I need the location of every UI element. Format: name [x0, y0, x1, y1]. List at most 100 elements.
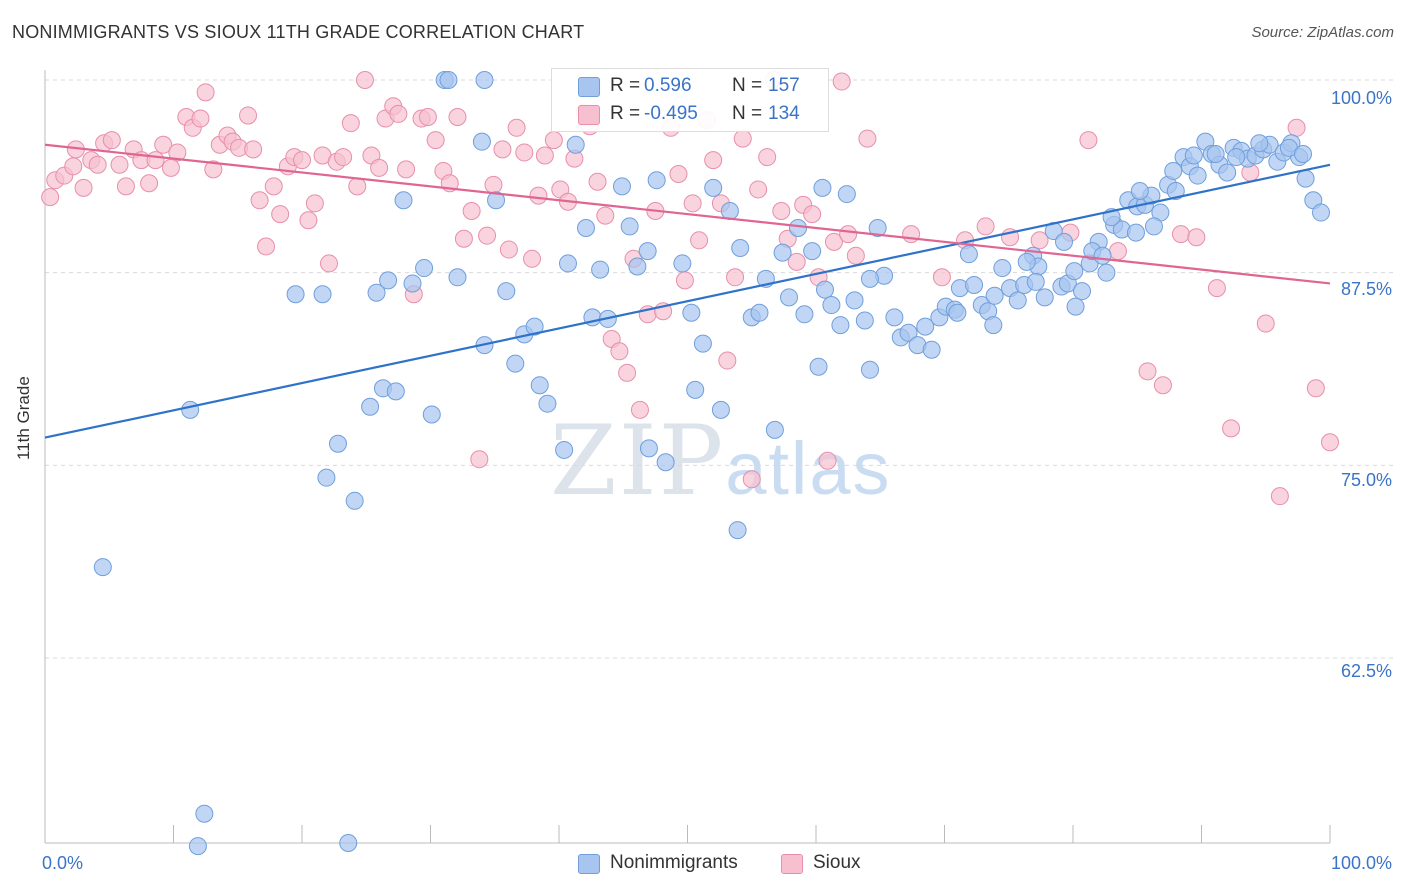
nonimmigrants-point [711, 400, 730, 419]
nonimmigrants-point [1312, 203, 1331, 222]
sioux-point [426, 131, 445, 150]
nonimmigrants-point [985, 286, 1004, 305]
sioux-point [846, 246, 865, 265]
legend-swatch-pink [781, 854, 803, 874]
sioux-point [250, 191, 269, 210]
legend-n-label: N = [732, 103, 763, 124]
nonimmigrants-point [686, 380, 705, 399]
sioux-point [448, 107, 467, 126]
nonimmigrants-point [439, 71, 458, 89]
sioux-point [161, 158, 180, 177]
nonimmigrants-point [448, 268, 467, 287]
nonimmigrants-point [530, 376, 549, 395]
sioux-point [772, 202, 791, 221]
nonimmigrants-point [916, 317, 935, 336]
nonimmigrants-point [789, 218, 808, 237]
sioux-point [470, 450, 489, 469]
nonimmigrants-point [809, 357, 828, 376]
sioux-point [257, 237, 276, 256]
nonimmigrants-point [815, 280, 834, 299]
watermark: ZIPatlas [550, 405, 892, 517]
legend-swatch-blue [578, 854, 600, 874]
sioux-point [529, 186, 548, 205]
sioux-point [596, 206, 615, 225]
nonimmigrants-point [773, 243, 792, 262]
sioux-point [454, 229, 473, 248]
sioux-point [305, 194, 324, 213]
sioux-point [41, 188, 60, 207]
y-tick-label-100: 100.0% [1330, 88, 1392, 108]
nonimmigrants-point [628, 257, 647, 276]
sioux-point [1030, 231, 1049, 250]
sioux-point [478, 226, 497, 245]
sioux-point [271, 205, 290, 224]
nonimmigrants-point [1097, 263, 1116, 282]
nonimmigrants-point [1164, 161, 1183, 180]
sioux-point [733, 129, 752, 148]
nonimmigrants-point [1144, 217, 1163, 236]
nonimmigrants-point [345, 491, 364, 510]
sioux-point [630, 400, 649, 419]
sioux-point [1256, 314, 1275, 333]
nonimmigrants-point [965, 276, 984, 295]
nonimmigrants-point [497, 282, 516, 301]
sioux-point [1153, 376, 1172, 395]
sioux-point [523, 249, 542, 268]
sioux-point [397, 160, 416, 179]
nonimmigrants-point [885, 308, 904, 327]
sioux-point [839, 225, 858, 244]
sioux-trend-line [44, 143, 1331, 285]
sioux-point [348, 177, 367, 196]
x-tick-label-left: 0.0% [42, 853, 84, 873]
sioux-point [803, 205, 822, 224]
sioux-point [1171, 225, 1190, 244]
sioux-point [88, 155, 107, 174]
nonimmigrants-point [860, 360, 879, 379]
nonimmigrants-point [899, 323, 918, 342]
sioux-point [196, 83, 215, 102]
sioux-point [588, 172, 607, 191]
nonimmigrants-point [656, 453, 675, 472]
nonimmigrants-point [286, 285, 305, 304]
source-credit: Source: ZipAtlas.com [1251, 24, 1394, 41]
sioux-point [191, 109, 210, 128]
nonimmigrants-point [379, 271, 398, 290]
nonimmigrants-point [566, 135, 585, 154]
sioux-point [370, 158, 389, 177]
nonimmigrants-point [1035, 288, 1054, 307]
nonimmigrants-point [1066, 297, 1085, 316]
nonimmigrants-point [639, 439, 658, 458]
nonimmigrants-point [328, 434, 347, 453]
legend-swatch-blue [578, 77, 600, 97]
sioux-point [690, 231, 709, 250]
nonimmigrants-point [1296, 169, 1315, 188]
nonimmigrants-point [984, 316, 1003, 335]
sioux-point [749, 180, 768, 199]
y-tick-label-75: 75.0% [1340, 470, 1392, 490]
chart-title: NONIMMIGRANTS VS SIOUX 11TH GRADE CORREL… [12, 22, 585, 42]
sioux-point [832, 72, 851, 91]
legend-n-label: N = [732, 75, 763, 96]
sioux-point [1321, 433, 1339, 452]
sioux-point [334, 148, 353, 167]
sioux-point [64, 157, 83, 176]
nonimmigrants-point [1008, 291, 1027, 310]
sioux-point [116, 177, 135, 196]
nonimmigrants-point [731, 239, 750, 258]
legend-r-label: R = [610, 103, 641, 124]
nonimmigrants-point [506, 354, 525, 373]
correlation-legend: R = 0.596 N = 157 R = -0.495 N = 134 [551, 68, 829, 132]
nonimmigrants-point [313, 285, 332, 304]
nonimmigrants-point [993, 259, 1012, 278]
nonimmigrants-point [403, 274, 422, 293]
nonimmigrants-point [765, 420, 784, 439]
sioux-point [742, 470, 761, 489]
nonimmigrants-point [612, 177, 631, 196]
nonimmigrants-point [1184, 146, 1203, 165]
legend-row-sioux: R = -0.495 N = 134 [552, 101, 828, 127]
sioux-point [704, 151, 723, 170]
nonimmigrants-point [472, 132, 491, 151]
legend-row-nonimmigrants: R = 0.596 N = 157 [552, 73, 828, 99]
sioux-point [618, 363, 637, 382]
